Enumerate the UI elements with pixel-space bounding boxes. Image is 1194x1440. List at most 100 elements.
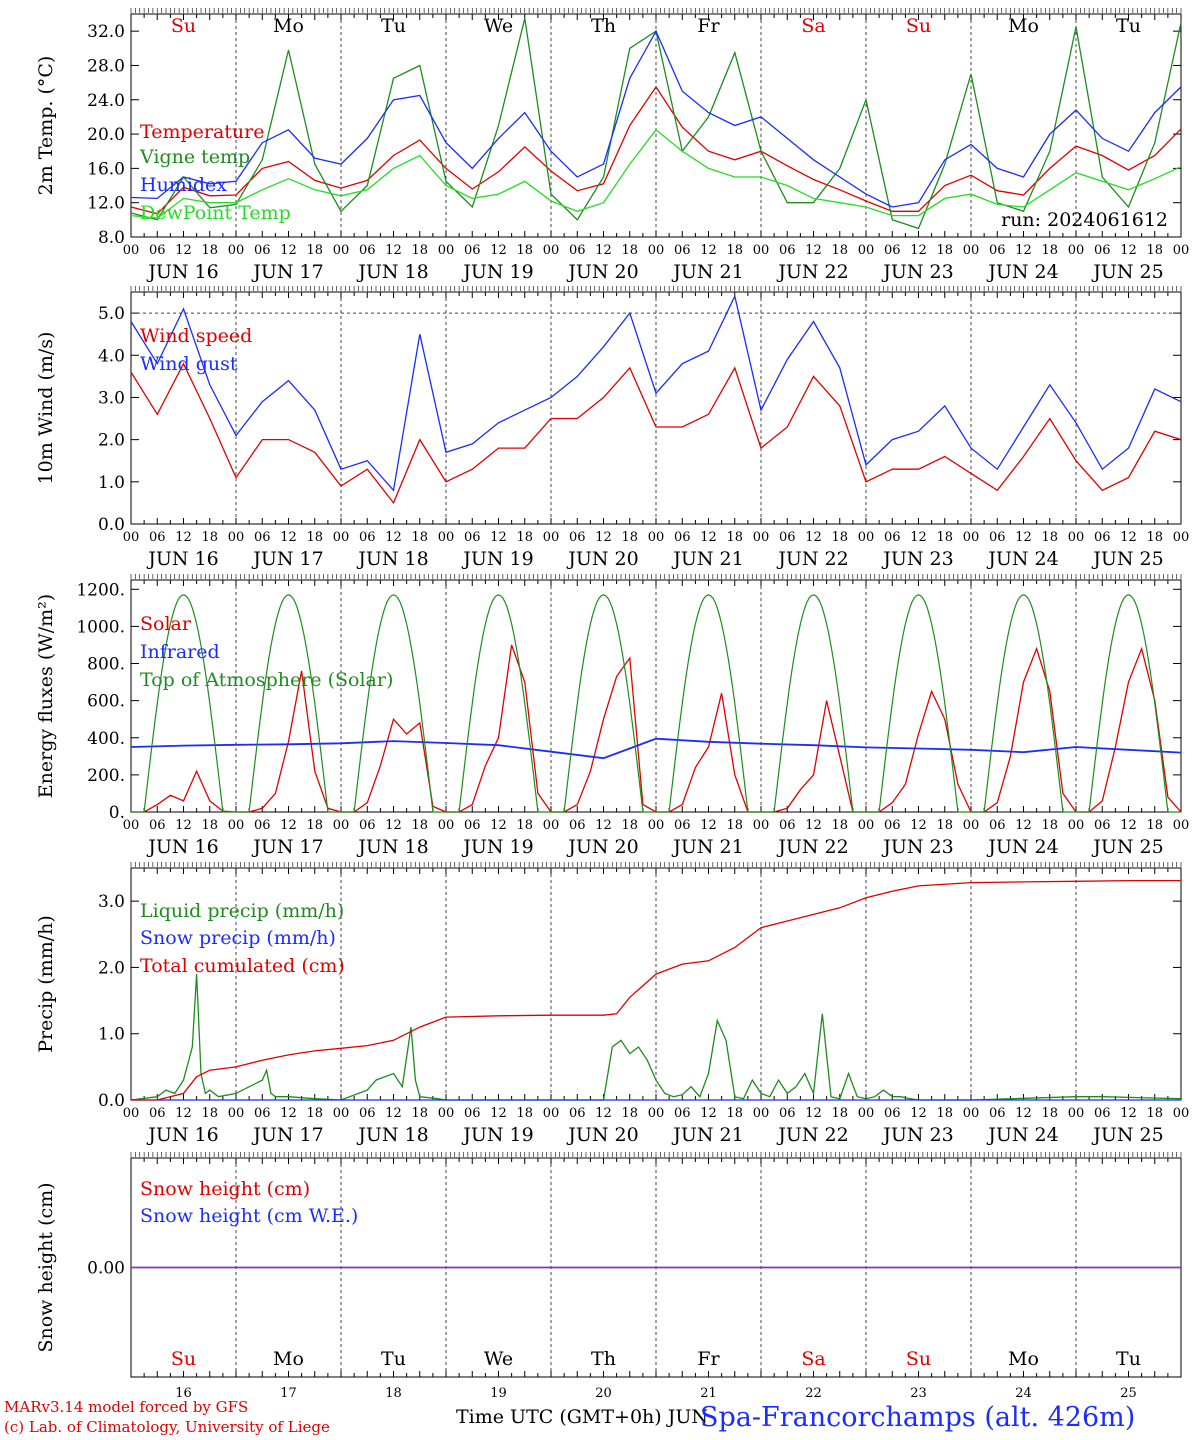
x-date-label: JUN 23: [881, 1124, 953, 1146]
x-hour-label: 06: [779, 1106, 796, 1121]
weekday-label: Mo: [1008, 15, 1039, 37]
x-hour-label: 12: [1015, 243, 1032, 258]
panel-precip: 0.0 1.0 2.0 3.0 Precip (mm/h) Liquid precip (…: [35, 862, 1189, 1146]
y-axis-label: Energy fluxes (W/m²): [35, 594, 57, 798]
weekday-label: Tu: [1116, 15, 1141, 37]
x-hour-label: 00: [963, 818, 980, 833]
x-date-label: JUN 18: [356, 1124, 428, 1146]
x-hour-label: 12: [175, 1106, 192, 1121]
x-hour-label: 12: [1015, 1106, 1032, 1121]
x-hour-label: 18: [201, 1106, 218, 1121]
x-date-label: JUN 20: [566, 261, 638, 283]
x-hour-label: 00: [963, 1106, 980, 1121]
x-hour-label: 00: [753, 1106, 770, 1121]
x-hour-label: 18: [831, 530, 848, 545]
x-hour-label: 00: [438, 1106, 455, 1121]
x-hour-label: 18: [1041, 1106, 1058, 1121]
x-hour-label: 18: [1146, 1106, 1163, 1121]
x-hour-label: 00: [123, 243, 140, 258]
x-hour-label: 00: [753, 530, 770, 545]
y-tick-label: 16.0: [87, 159, 125, 179]
x-date-label: JUN 23: [881, 836, 953, 858]
x-hour-label: 00: [438, 818, 455, 833]
x-hour-label: 12: [1120, 818, 1137, 833]
lab-credit: (c) Lab. of Climatology, University of L…: [4, 1418, 330, 1436]
y-tick-label: 32.0: [87, 22, 125, 42]
x-hour-label: 12: [910, 243, 927, 258]
x-date-label: JUN 22: [776, 1124, 848, 1146]
weekday-label: Su: [171, 1348, 196, 1370]
x-hour-label: 06: [149, 243, 166, 258]
time-axis-label: Time UTC (GMT+0h) JUN: [456, 1406, 708, 1428]
x-hour-label: 12: [805, 818, 822, 833]
legend-entry: Vigne temp: [139, 146, 250, 168]
x-date-label: JUN 17: [251, 548, 323, 570]
x-date-label: JUN 18: [356, 548, 428, 570]
x-hour-label: 18: [726, 818, 743, 833]
weekday-label: Su: [906, 15, 931, 37]
x-hour-label: 06: [464, 1106, 481, 1121]
x-hour-label: 12: [1120, 530, 1137, 545]
x-hour-label: 06: [674, 530, 691, 545]
series-line-total-cumulated-cm: [131, 879, 1181, 1101]
x-date-label: JUN 24: [986, 1124, 1058, 1146]
x-hour-label: 06: [674, 243, 691, 258]
x-date-label: JUN 23: [881, 548, 953, 570]
weekday-label: Sa: [801, 15, 825, 37]
x-date-label: JUN 20: [566, 548, 638, 570]
y-axis-label: Precip (mm/h): [35, 915, 57, 1053]
x-hour-label: 06: [779, 243, 796, 258]
series-line-dewpoint-temp: [130, 128, 1182, 219]
x-hour-label: 06: [464, 530, 481, 545]
x-hour-label: 00: [333, 530, 350, 545]
weekday-label: Tu: [381, 1348, 406, 1370]
legend-entry: Humidex: [140, 174, 227, 196]
x-hour-label: 00: [228, 243, 245, 258]
x-hour-label: 06: [254, 530, 271, 545]
x-hour-label: 06: [884, 243, 901, 258]
y-tick-label: 0.: [109, 803, 125, 823]
x-hour-label: 18: [621, 1106, 638, 1121]
weekday-label: Mo: [273, 15, 304, 37]
y-tick-label: 1.0: [98, 1025, 125, 1045]
x-hour-label: 12: [805, 1106, 822, 1121]
x-hour-label: 06: [149, 1106, 166, 1121]
x-date-label: JUN 21: [671, 1124, 743, 1146]
x-date-label: JUN 17: [251, 836, 323, 858]
x-hour-label: 18: [936, 530, 953, 545]
weekday-label: Sa: [801, 1348, 825, 1370]
x-hour-label: 06: [149, 818, 166, 833]
x-hour-label: 06: [779, 818, 796, 833]
x-date-label: JUN 16: [146, 1124, 218, 1146]
x-hour-label: 18: [726, 1106, 743, 1121]
x-hour-label: 00: [963, 530, 980, 545]
model-credit: MARv3.14 model forced by GFS: [4, 1398, 249, 1416]
x-hour-label: 00: [123, 818, 140, 833]
x-hour-label: 18: [201, 243, 218, 258]
x-hour-label: 12: [490, 243, 507, 258]
x-hour-label: 18: [831, 1106, 848, 1121]
x-hour-label: 18: [411, 530, 428, 545]
x-hour-label: 00: [438, 530, 455, 545]
y-axis-label: 2m Temp. (°C): [35, 56, 57, 196]
x-hour-label: 18: [201, 530, 218, 545]
y-axis-label: 10m Wind (m/s): [35, 332, 57, 485]
x-hour-label: 12: [910, 530, 927, 545]
day-number-label: 16: [175, 1386, 192, 1401]
x-hour-label: 06: [254, 243, 271, 258]
x-hour-label: 12: [1015, 530, 1032, 545]
x-hour-label: 18: [1041, 818, 1058, 833]
x-hour-label: 06: [1094, 530, 1111, 545]
y-tick-label: 400.: [87, 729, 125, 749]
x-hour-label: 06: [884, 1106, 901, 1121]
x-hour-label: 00: [753, 818, 770, 833]
x-hour-label: 18: [1146, 530, 1163, 545]
panel-snow: 0.00 Snow height (cm) Snow height (cm) Snow…: [35, 1152, 1182, 1401]
x-hour-label: 12: [910, 818, 927, 833]
day-number-label: 18: [385, 1386, 402, 1401]
x-date-label: JUN 22: [776, 548, 848, 570]
x-hour-label: 18: [1041, 243, 1058, 258]
y-tick-label: 4.0: [98, 346, 125, 366]
x-date-label: JUN 16: [146, 836, 218, 858]
x-hour-label: 18: [726, 530, 743, 545]
